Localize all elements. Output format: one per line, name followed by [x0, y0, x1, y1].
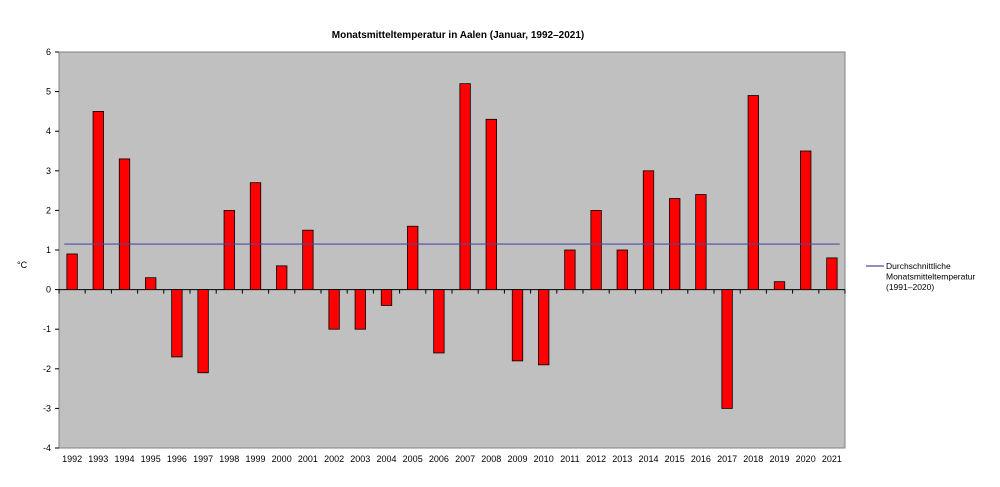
y-tick-label: -1 [43, 324, 51, 334]
x-tick-label: 1994 [114, 454, 134, 464]
legend-label-line: (1991–2020) [886, 282, 934, 292]
bar-1998 [223, 209, 235, 290]
bar-2021 [826, 257, 838, 291]
x-tick-label: 2012 [586, 454, 606, 464]
x-tick-label: 2013 [612, 454, 632, 464]
x-tick-label: 2000 [272, 454, 292, 464]
x-tick-label: 1996 [167, 454, 187, 464]
bar-1992 [66, 253, 78, 291]
bar-2019 [773, 281, 786, 290]
x-tick-label: 1997 [193, 454, 213, 464]
plot-area [58, 51, 846, 449]
legend-label-line: Monatsmitteltemperatur [886, 272, 975, 282]
bar-2016 [695, 194, 707, 290]
bar-2013 [616, 249, 628, 290]
bar-2008 [485, 118, 497, 290]
bar-2001 [302, 229, 314, 290]
x-tick-label: 1992 [62, 454, 82, 464]
bar-1993 [92, 111, 104, 290]
x-tick-label: 2019 [769, 454, 789, 464]
x-tick-label: 1998 [219, 454, 239, 464]
x-tick-label: 2005 [403, 454, 423, 464]
bar-2006 [433, 289, 445, 354]
bar-2017 [721, 289, 733, 409]
x-tick-label: 2011 [560, 454, 579, 464]
y-tick-label: 0 [46, 285, 51, 295]
x-tick-label: 1995 [141, 454, 161, 464]
bar-2020 [800, 150, 812, 291]
bar-2012 [590, 209, 602, 290]
bar-1999 [249, 182, 262, 290]
x-tick-label: 2014 [638, 454, 658, 464]
bar-series [66, 83, 838, 409]
legend-label: Durchschnittliche Monatsmitteltemperatur(… [886, 261, 975, 292]
y-tick-label: -2 [43, 364, 51, 374]
x-tick-label: 1993 [88, 454, 108, 464]
x-tick-label: 2010 [534, 454, 554, 464]
x-tick-label: 2007 [455, 454, 475, 464]
y-tick-label: -4 [43, 443, 51, 453]
bar-1994 [118, 158, 131, 290]
x-tick-label: 2006 [429, 454, 449, 464]
x-tick-label: 2020 [796, 454, 816, 464]
bar-2002 [328, 289, 340, 330]
x-tick-label: 2016 [691, 454, 711, 464]
bar-2011 [564, 249, 576, 290]
x-tick-label: 2009 [507, 454, 527, 464]
x-tick-label: 2018 [743, 454, 763, 464]
x-tick-label: 2002 [324, 454, 344, 464]
bar-1995 [145, 277, 157, 291]
y-tick-label: -3 [43, 403, 51, 413]
x-tick-label: 2003 [350, 454, 370, 464]
bar-2010 [538, 289, 550, 366]
y-axis: 6 5 4 3 2 1 0 -1 -2 -3 -4 [43, 47, 59, 453]
bar-2003 [354, 289, 366, 330]
y-tick-label: 4 [46, 126, 51, 136]
x-tick-label: 2004 [376, 454, 396, 464]
chart-title: Monatsmitteltemperatur in Aalen (Januar,… [332, 30, 585, 41]
bar-2004 [380, 289, 393, 306]
bar-2014 [642, 170, 655, 291]
bar-2000 [276, 265, 288, 290]
y-tick-label: 6 [46, 47, 51, 57]
y-tick-label: 5 [46, 87, 51, 97]
legend: Durchschnittliche Monatsmitteltemperatur(… [866, 261, 975, 292]
bar-2005 [407, 225, 419, 291]
x-tick-label: 2008 [481, 454, 501, 464]
y-tick-label: 1 [46, 245, 51, 255]
x-tick-label: 2017 [717, 454, 737, 464]
y-axis-label: °C [17, 260, 28, 270]
x-axis: 1992 1993 1994 1995 1996 1997 1998 1999 2000 2001… [58, 289, 846, 464]
y-tick-label: 2 [46, 205, 51, 215]
bar-2018 [747, 95, 759, 290]
bar-1996 [171, 289, 183, 358]
legend-label-line: Durchschnittliche [886, 261, 951, 271]
y-tick-label: 3 [46, 166, 51, 176]
bar-1997 [197, 289, 209, 374]
x-tick-label: 2015 [665, 454, 685, 464]
x-tick-label: 2021 [822, 454, 842, 464]
x-tick-label: 2001 [298, 454, 318, 464]
x-tick-label: 1999 [245, 454, 265, 464]
bar-2007 [459, 83, 471, 290]
bar-2009 [511, 289, 524, 362]
